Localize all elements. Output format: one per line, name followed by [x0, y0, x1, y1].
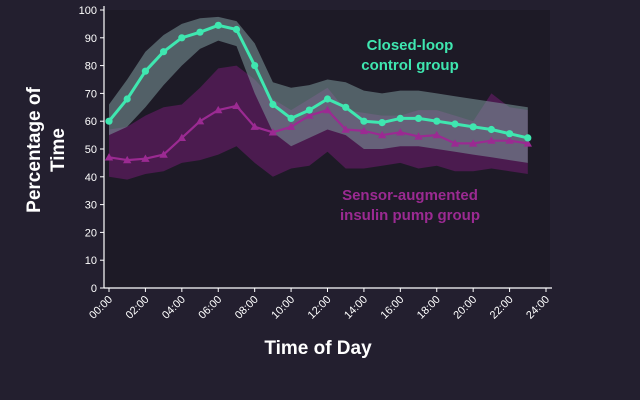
data-point-series-1-5: [195, 117, 205, 125]
annotation-closed-loop-line1: Closed-loop: [367, 37, 454, 54]
x-tick-label-11: 22:00: [488, 294, 516, 322]
x-tick-label-3: 06:00: [196, 294, 224, 322]
data-point-series-1-2: [141, 154, 150, 162]
data-point-series-0-20: [469, 123, 477, 131]
x-tick-label-12: 24:00: [524, 294, 552, 322]
data-point-series-0-10: [287, 114, 295, 122]
data-point-series-0-6: [214, 21, 222, 29]
data-point-series-1-19: [450, 139, 460, 147]
data-point-series-0-4: [178, 34, 186, 42]
data-point-series-1-15: [377, 130, 387, 139]
y-tick-label-7: 70: [85, 88, 97, 100]
data-point-series-0-18: [433, 117, 441, 125]
data-point-series-1-17: [414, 132, 423, 140]
data-point-series-0-19: [451, 120, 459, 128]
x-axis-title: Time of Day: [264, 338, 372, 359]
x-tick-label-9: 18:00: [415, 294, 443, 322]
data-point-series-0-17: [414, 114, 423, 122]
annotation-pump-line1: Sensor-augmented: [342, 187, 478, 204]
data-point-series-0-5: [196, 28, 204, 36]
data-point-series-0-12: [323, 95, 332, 103]
x-tick-label-1: 02:00: [124, 294, 152, 322]
confidence-band-series-0: [109, 16, 528, 163]
y-tick-label-1: 10: [85, 255, 97, 267]
data-point-series-0-2: [141, 67, 149, 75]
x-tick-label-10: 20:00: [451, 294, 479, 322]
data-point-series-0-23: [524, 134, 532, 142]
x-tick-label-5: 10:00: [269, 294, 297, 322]
data-point-series-1-11: [305, 111, 314, 119]
y-axis-title-line1: Percentage of: [24, 87, 45, 213]
data-point-series-1-6: [214, 105, 223, 114]
x-tick-label-7: 14:00: [342, 294, 370, 322]
data-point-series-1-12: [323, 105, 332, 114]
data-point-series-1-0: [104, 153, 114, 161]
x-tick-label-6: 12:00: [306, 294, 334, 322]
data-point-series-1-14: [359, 126, 369, 135]
y-tick-label-4: 40: [85, 172, 97, 184]
annotation-closed-loop-line2: control group: [361, 57, 459, 74]
data-point-series-1-10: [286, 122, 296, 130]
y-tick-label-8: 80: [85, 61, 97, 73]
y-tick-label-5: 50: [85, 144, 97, 156]
data-point-series-1-3: [159, 150, 168, 158]
data-point-series-0-0: [105, 117, 113, 125]
data-point-series-1-16: [396, 128, 405, 136]
data-point-series-0-21: [487, 125, 495, 134]
data-point-series-0-11: [305, 106, 313, 114]
data-point-series-0-22: [506, 130, 514, 138]
x-tick-label-8: 16:00: [379, 294, 407, 322]
data-point-series-0-9: [269, 100, 277, 109]
y-tick-label-6: 60: [85, 116, 97, 128]
data-point-series-1-1: [123, 155, 132, 164]
y-tick-label-3: 30: [85, 200, 97, 212]
y-tick-label-10: 100: [79, 5, 97, 17]
data-point-series-1-13: [341, 125, 350, 133]
data-point-series-0-7: [232, 25, 241, 34]
data-point-series-0-8: [251, 62, 259, 70]
x-tick-label-2: 04:00: [160, 294, 188, 322]
data-point-series-0-14: [360, 117, 368, 125]
y-tick-label-9: 90: [85, 33, 97, 45]
y-tick-label-0: 0: [91, 283, 97, 295]
data-point-series-1-23: [523, 139, 532, 147]
x-tick-label-4: 08:00: [233, 294, 261, 322]
data-point-series-0-16: [396, 114, 404, 122]
data-point-series-0-3: [160, 48, 168, 56]
data-point-series-1-7: [232, 101, 241, 110]
y-tick-label-2: 20: [85, 227, 97, 239]
data-point-series-0-13: [342, 103, 350, 111]
annotation-pump-line2: insulin pump group: [340, 207, 480, 224]
data-point-series-1-20: [468, 139, 478, 147]
data-point-series-0-1: [123, 95, 131, 103]
data-point-series-1-21: [487, 136, 496, 144]
data-point-series-0-15: [378, 119, 386, 127]
data-point-series-1-9: [268, 128, 278, 136]
x-tick-label-0: 00:00: [87, 294, 115, 322]
data-point-series-1-4: [177, 133, 187, 142]
y-axis-title-line2: Time: [48, 128, 69, 172]
data-point-series-1-8: [250, 122, 259, 130]
data-point-series-1-22: [505, 136, 514, 144]
data-point-series-1-18: [432, 130, 441, 139]
